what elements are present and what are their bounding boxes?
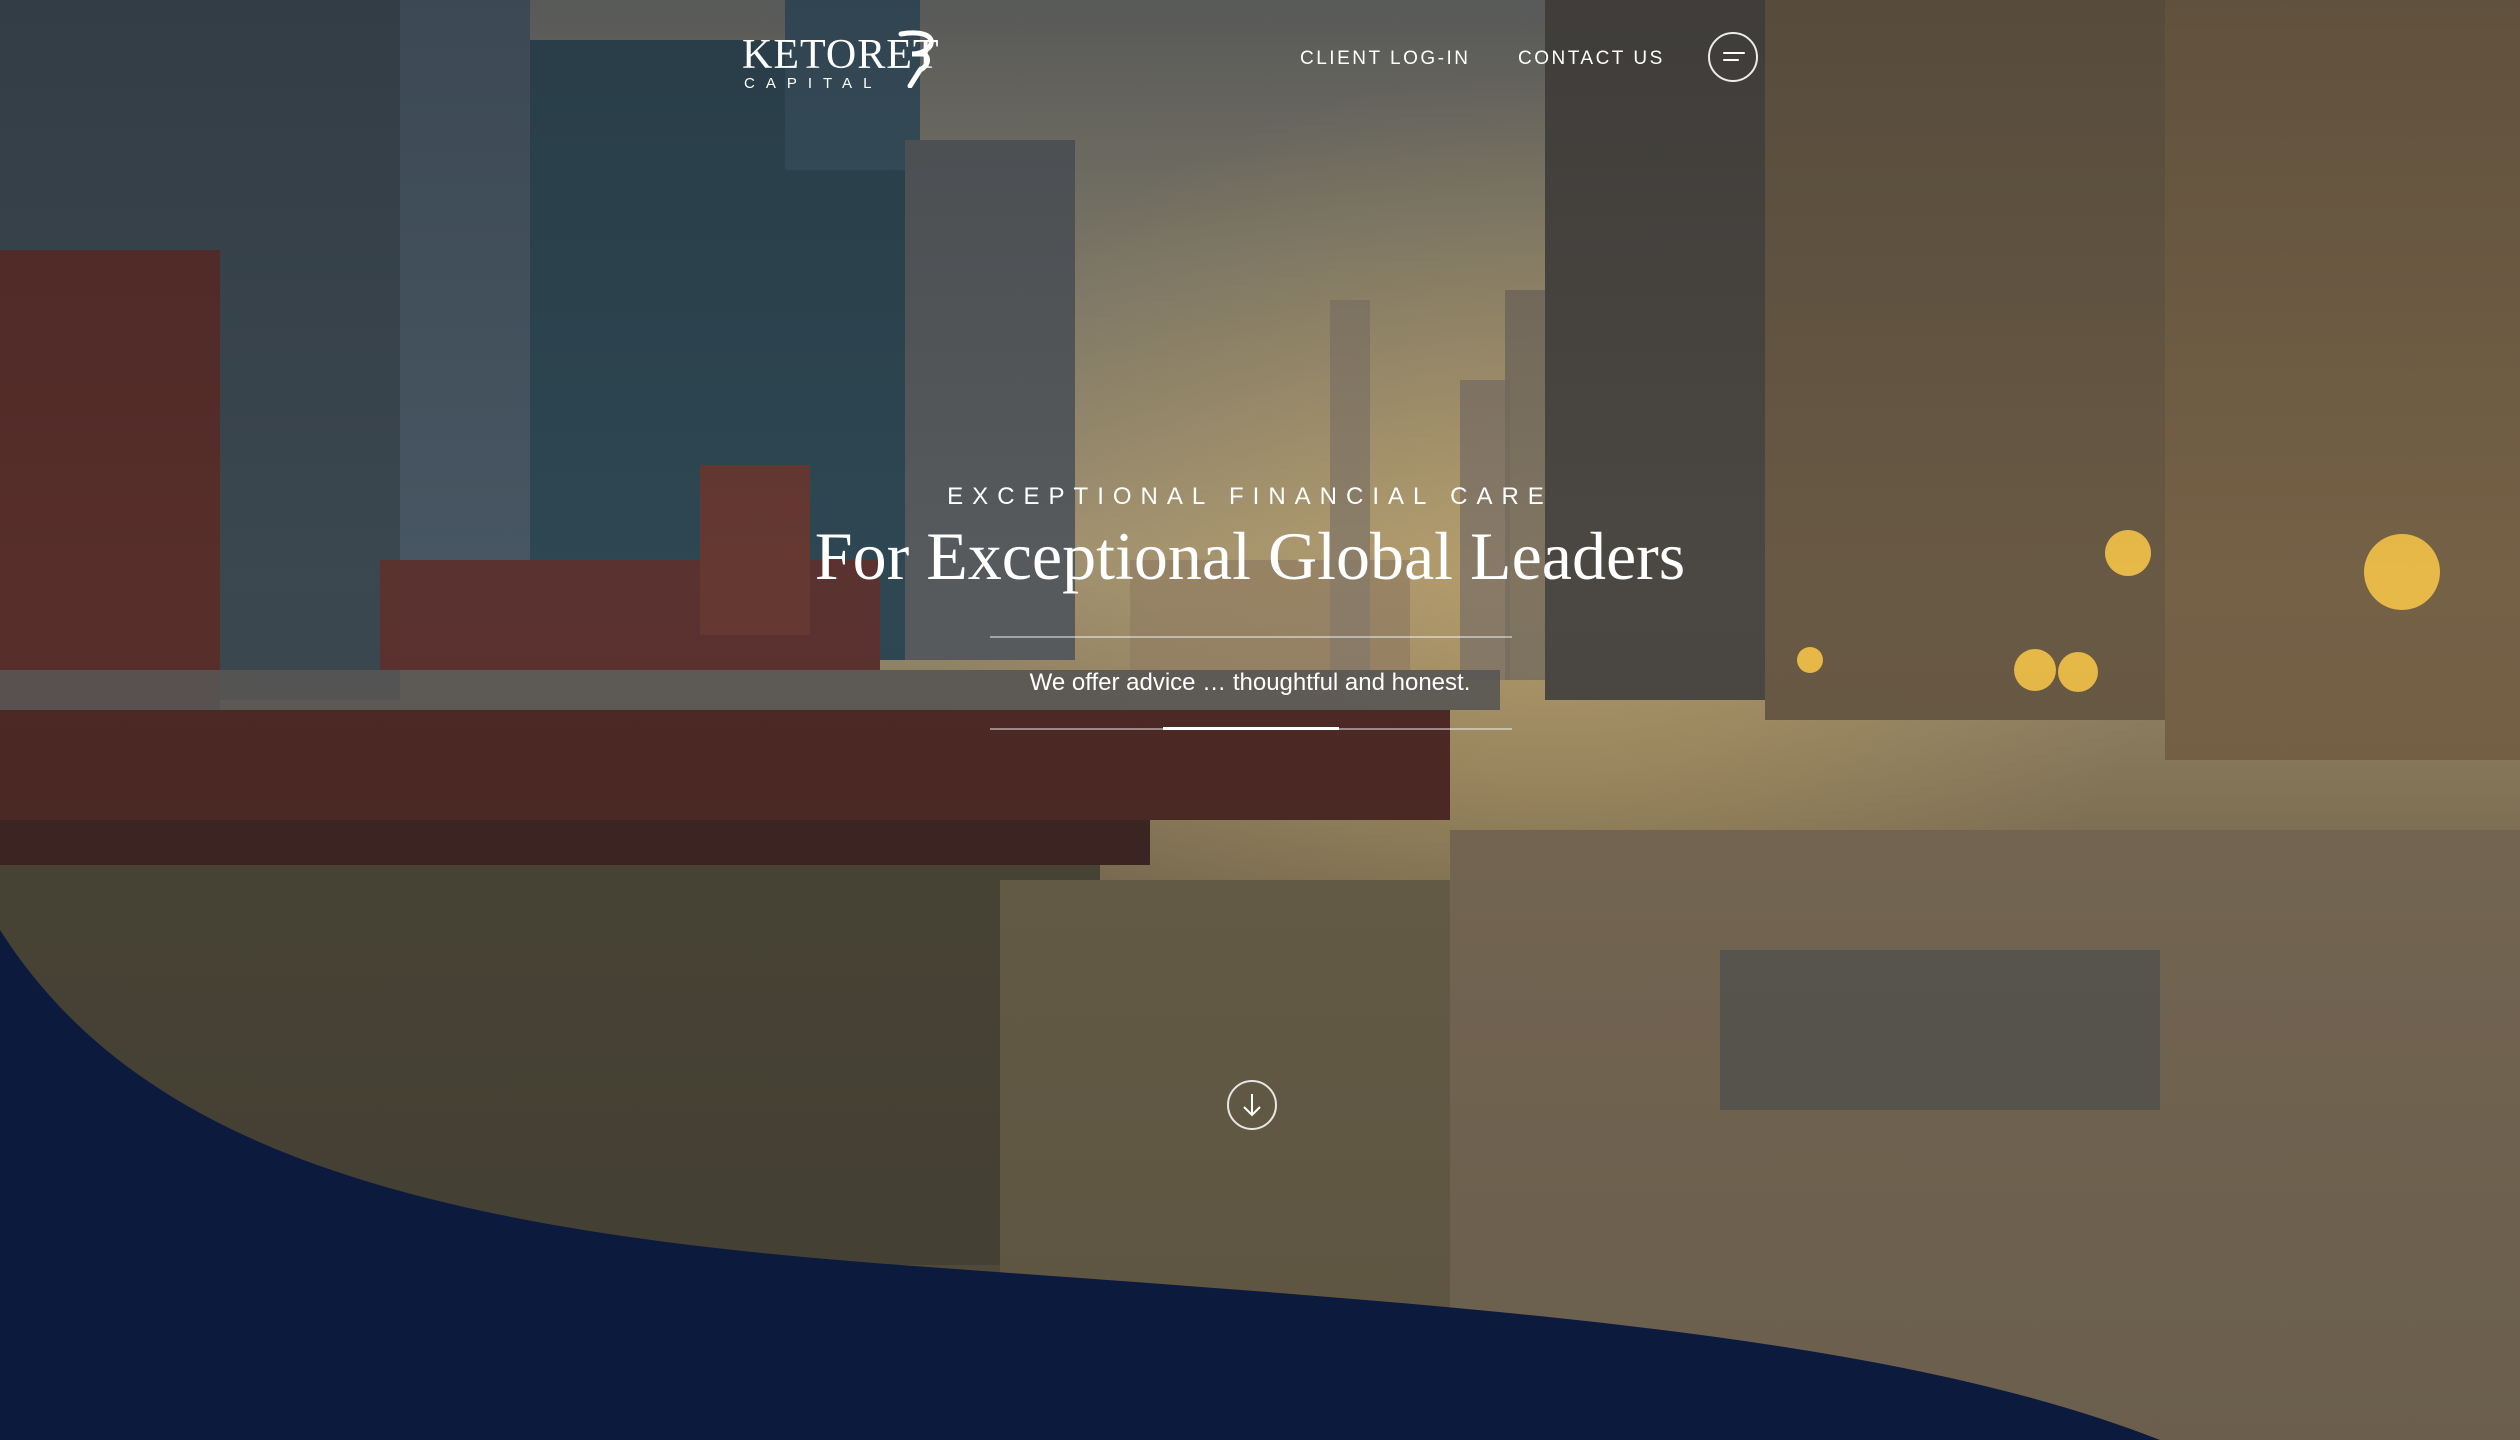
client-login-link[interactable]: CLIENT LOG-IN — [1300, 48, 1471, 69]
scroll-down-button[interactable] — [1227, 1080, 1277, 1130]
menu-line — [1723, 59, 1739, 61]
logo-subtitle: CAPITAL — [744, 75, 883, 92]
hamburger-menu-icon[interactable] — [1708, 32, 1758, 82]
ketoret-capital-logo[interactable]: KETORET CAPITAL — [742, 30, 942, 92]
contact-us-link[interactable]: CONTACT US — [1518, 48, 1665, 69]
hero-tagline: We offer advice … thoughtful and honest. — [1029, 669, 1471, 696]
ketoret-logo-mark-icon — [898, 30, 934, 88]
divider-line — [990, 636, 1512, 638]
logo-wordmark: KETORET — [742, 32, 940, 78]
hero-headline: For Exceptional Global Leaders — [814, 518, 1686, 594]
menu-line — [1723, 52, 1745, 54]
divider-accent — [1163, 727, 1339, 730]
hero-eyebrow: EXCEPTIONAL FINANCIAL CARE — [947, 483, 1553, 510]
arrow-down-circle-icon — [1243, 1094, 1261, 1117]
